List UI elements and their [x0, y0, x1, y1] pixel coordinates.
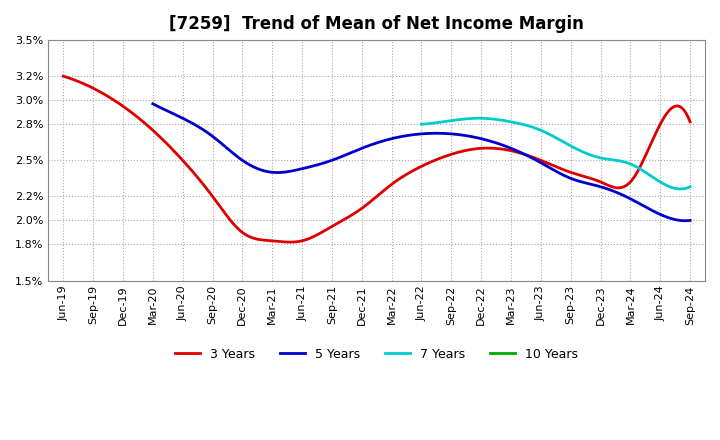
5 Years — [685, 218, 694, 223]
7 Years — [685, 184, 694, 189]
3 Years — [432, 157, 441, 162]
Line: 7 Years: 7 Years — [421, 118, 690, 189]
5 Years — [477, 136, 486, 141]
3 Years — [59, 73, 68, 79]
5 Years — [636, 201, 644, 206]
7 Years — [676, 186, 685, 191]
5 Years — [680, 218, 689, 224]
Line: 3 Years: 3 Years — [63, 76, 690, 242]
7 Years — [578, 149, 587, 154]
Line: 5 Years: 5 Years — [153, 104, 690, 221]
7 Years — [644, 172, 653, 177]
5 Years — [601, 186, 610, 191]
7 Years — [417, 121, 426, 127]
5 Years — [468, 134, 477, 139]
5 Years — [467, 134, 475, 139]
3 Years — [285, 239, 294, 245]
7 Years — [662, 182, 670, 187]
3 Years — [590, 177, 598, 182]
Title: [7259]  Trend of Mean of Net Income Margin: [7259] Trend of Mean of Net Income Margi… — [169, 15, 584, 33]
7 Years — [418, 121, 427, 127]
3 Years — [685, 119, 694, 125]
7 Years — [577, 149, 585, 154]
3 Years — [61, 74, 70, 80]
3 Years — [434, 156, 443, 161]
5 Years — [148, 101, 157, 106]
7 Years — [582, 151, 591, 156]
7 Years — [474, 116, 483, 121]
Legend: 3 Years, 5 Years, 7 Years, 10 Years: 3 Years, 5 Years, 7 Years, 10 Years — [170, 343, 583, 366]
3 Years — [629, 176, 638, 181]
5 Years — [150, 102, 159, 107]
3 Years — [445, 152, 454, 158]
